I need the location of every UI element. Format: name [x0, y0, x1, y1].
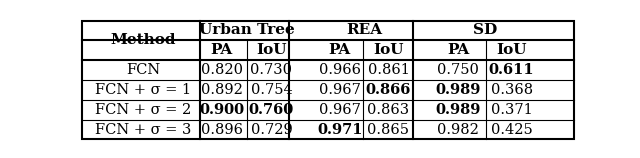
Text: 0.989: 0.989: [435, 83, 481, 97]
Text: REA: REA: [346, 23, 382, 37]
Text: 0.896: 0.896: [201, 123, 243, 137]
Text: 0.820: 0.820: [201, 63, 243, 77]
Text: 0.982: 0.982: [437, 123, 479, 137]
Text: 0.425: 0.425: [491, 123, 532, 137]
Text: IoU: IoU: [256, 43, 287, 57]
Text: PA: PA: [328, 43, 351, 57]
Text: 0.971: 0.971: [317, 123, 362, 137]
Text: 0.730: 0.730: [250, 63, 292, 77]
Text: 0.754: 0.754: [250, 83, 292, 97]
Text: 0.750: 0.750: [437, 63, 479, 77]
Text: 0.611: 0.611: [489, 63, 534, 77]
Text: 0.371: 0.371: [491, 103, 532, 117]
Text: 0.863: 0.863: [367, 103, 410, 117]
Text: 0.865: 0.865: [367, 123, 410, 137]
Text: Method: Method: [111, 33, 176, 47]
Text: 0.989: 0.989: [435, 103, 481, 117]
Text: 0.861: 0.861: [367, 63, 410, 77]
Text: 0.729: 0.729: [250, 123, 292, 137]
Text: Urban Tree: Urban Tree: [199, 23, 294, 37]
Text: FCN + σ = 2: FCN + σ = 2: [95, 103, 191, 117]
Text: FCN + σ = 1: FCN + σ = 1: [95, 83, 191, 97]
Text: 0.760: 0.760: [249, 103, 294, 117]
Text: 0.966: 0.966: [319, 63, 360, 77]
Text: 0.866: 0.866: [366, 83, 411, 97]
Text: 0.967: 0.967: [319, 83, 360, 97]
Text: FCN: FCN: [127, 63, 161, 77]
Text: IoU: IoU: [373, 43, 404, 57]
Text: 0.967: 0.967: [319, 103, 360, 117]
Text: 0.900: 0.900: [199, 103, 244, 117]
Text: SD: SD: [473, 23, 497, 37]
Text: PA: PA: [211, 43, 233, 57]
Text: PA: PA: [447, 43, 469, 57]
Text: 0.368: 0.368: [491, 83, 532, 97]
Text: IoU: IoU: [497, 43, 527, 57]
Text: 0.892: 0.892: [201, 83, 243, 97]
Text: FCN + σ = 3: FCN + σ = 3: [95, 123, 192, 137]
